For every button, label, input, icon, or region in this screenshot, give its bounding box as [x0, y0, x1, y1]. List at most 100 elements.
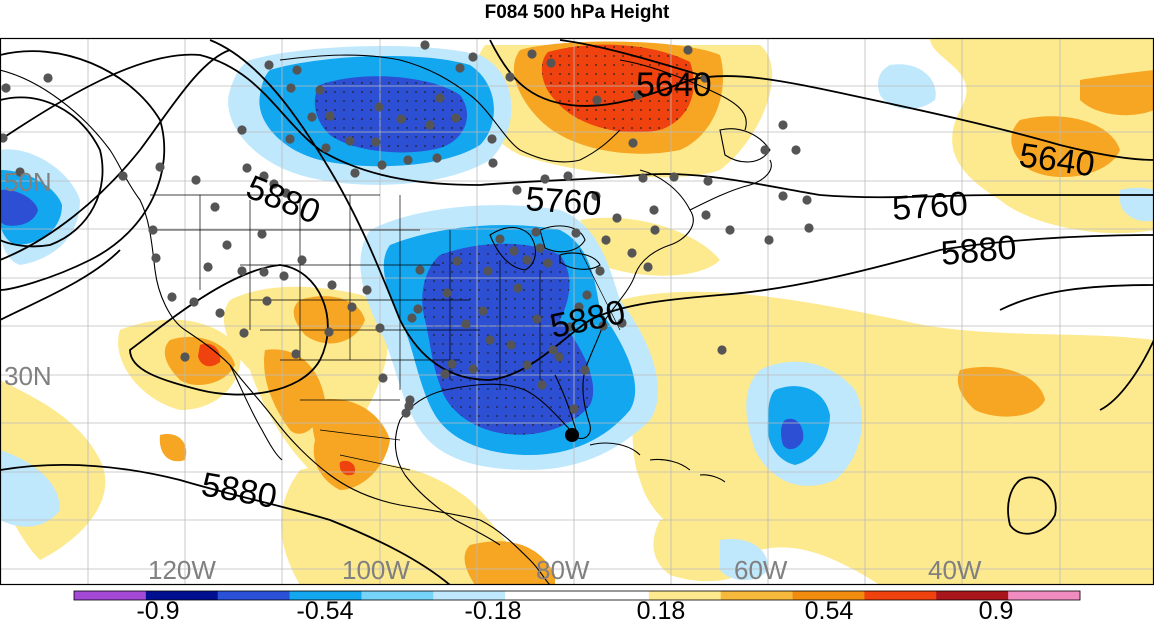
- station-dot: [239, 328, 249, 338]
- station-dot: [362, 285, 372, 295]
- station-dot: [522, 360, 532, 370]
- station-dot: [669, 172, 679, 182]
- station-dot: [563, 171, 573, 181]
- station-dot: [1, 83, 11, 93]
- station-dot: [222, 240, 232, 250]
- station-dot: [506, 340, 516, 350]
- station-dot: [327, 280, 337, 290]
- longitude-labels: 120W 100W 80W 60W 40W: [148, 555, 982, 585]
- station-dot: [601, 235, 611, 245]
- station-dot: [703, 176, 713, 186]
- station-dot: [802, 195, 812, 205]
- colorbar-box: [577, 591, 650, 600]
- longitude-label: 120W: [148, 555, 216, 585]
- colorbar-box: [217, 591, 291, 600]
- station-dot: [264, 60, 274, 70]
- station-dot: [535, 243, 545, 253]
- colorbar-tick-label: 0.54: [805, 597, 854, 622]
- coastlines: [0, 54, 772, 585]
- station-dot: [191, 175, 201, 185]
- station-dot: [297, 255, 307, 265]
- station-dot: [396, 114, 406, 124]
- station-dot: [643, 262, 653, 272]
- station-dot: [180, 352, 190, 362]
- station-dot: [495, 234, 505, 244]
- station-dot: [598, 321, 608, 331]
- station-dot: [0, 133, 8, 143]
- station-dot: [307, 112, 317, 122]
- colorbar-box: [720, 591, 794, 600]
- station-dot: [522, 255, 532, 265]
- station-dot: [15, 167, 25, 177]
- station-dot: [591, 191, 601, 201]
- station-dot: [638, 173, 648, 183]
- colorbar-box: [505, 591, 578, 600]
- station-dot: [778, 120, 788, 130]
- station-dot: [259, 267, 269, 277]
- colorbar-tick-label: -0.54: [297, 597, 354, 622]
- station-dot: [717, 345, 727, 355]
- station-dot: [259, 171, 269, 181]
- station-dot: [483, 266, 493, 276]
- station-dot: [292, 65, 302, 75]
- contour-label: 5760: [524, 180, 602, 223]
- station-dot: [425, 120, 435, 130]
- colorbar-box: [74, 591, 147, 600]
- station-dot: [432, 153, 442, 163]
- station-dot: [527, 49, 537, 59]
- station-dot: [468, 52, 478, 62]
- station-dot: [345, 136, 355, 146]
- station-dot: [210, 202, 220, 212]
- station-dot: [315, 85, 325, 95]
- featured-station-marker: [565, 428, 579, 442]
- station-dot: [701, 210, 711, 220]
- station-dot: [148, 225, 158, 235]
- colorbar-box: [145, 591, 219, 600]
- station-dot: [592, 95, 602, 105]
- station-dot: [628, 138, 638, 148]
- station-dot: [543, 258, 553, 268]
- colorbar-tick-label: -0.18: [465, 597, 522, 622]
- station-dot: [531, 227, 541, 237]
- state-borders: [150, 194, 621, 471]
- station-dot: [700, 73, 710, 83]
- station-dot: [279, 271, 289, 281]
- station-dot: [488, 158, 498, 168]
- station-dot: [374, 102, 384, 112]
- station-dot: [546, 58, 556, 68]
- station-dot: [377, 160, 387, 170]
- colorbar-tick-label: 0.9: [979, 597, 1014, 622]
- station-dot: [262, 296, 272, 306]
- station-dot: [804, 223, 814, 233]
- station-dot: [554, 352, 564, 362]
- station-dot: [633, 90, 643, 100]
- station-dot: [574, 302, 584, 312]
- station-dot: [350, 168, 360, 178]
- station-dot: [403, 155, 413, 165]
- station-dot: [627, 248, 637, 258]
- station-dot: [485, 335, 495, 345]
- longitude-label: 100W: [342, 555, 410, 585]
- station-dot: [725, 225, 735, 235]
- station-dot: [509, 246, 519, 256]
- station-dot: [537, 380, 547, 390]
- station-dot: [512, 185, 522, 195]
- station-dot: [440, 369, 450, 379]
- station-dot: [237, 266, 247, 276]
- longitude-label: 60W: [734, 555, 788, 585]
- station-dot: [532, 314, 542, 324]
- station-dot: [321, 143, 331, 153]
- station-dot: [468, 364, 478, 374]
- contour-label: 5880: [199, 465, 280, 516]
- colorbar-tick-label: 0.18: [637, 597, 686, 622]
- station-dot: [286, 83, 296, 93]
- station-dot: [582, 290, 592, 300]
- station-markers: [0, 40, 814, 418]
- station-dot: [291, 349, 301, 359]
- station-dot: [540, 174, 550, 184]
- stippling: [314, 44, 694, 435]
- station-dot: [571, 228, 581, 238]
- station-dot: [347, 302, 357, 312]
- station-dot: [167, 292, 177, 302]
- station-dot: [505, 72, 515, 82]
